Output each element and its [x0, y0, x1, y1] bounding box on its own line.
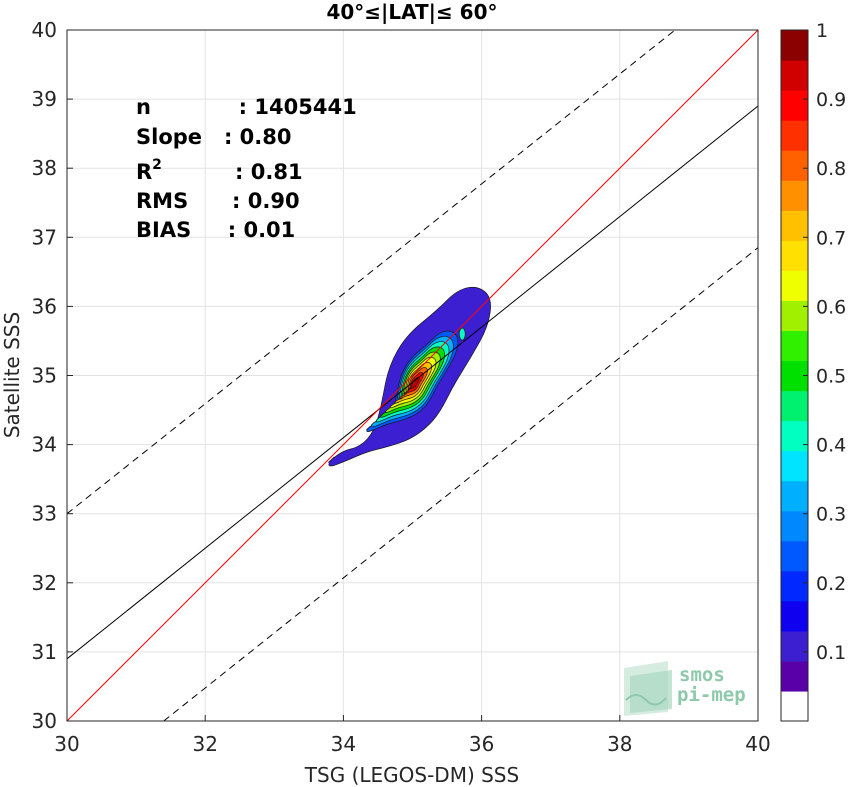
- identity-line: [66, 29, 759, 722]
- colorbar-tick-label: 0.3: [816, 504, 846, 526]
- colorbar-segment: [781, 240, 808, 271]
- colorbar-tick-label: 0.1: [816, 642, 846, 664]
- x-tick-label: 38: [607, 732, 632, 756]
- colorbar-segment: [781, 210, 808, 241]
- colorbar-tick-label: 0.9: [816, 89, 846, 111]
- colorbar-tick-label: 0.2: [816, 573, 846, 595]
- chart-title: 40°≤|LAT|≤ 60°: [326, 0, 497, 24]
- colorbar-segment: [781, 270, 808, 301]
- colorbar-segment: [781, 690, 808, 722]
- colorbar-segment: [781, 420, 808, 452]
- colorbar-segment: [781, 60, 808, 91]
- y-axis-label: Satellite SSS: [0, 312, 24, 438]
- x-tick-label: 34: [331, 732, 356, 756]
- stat-rms: RMS : 0.90: [136, 189, 300, 213]
- y-tick-label: 34: [32, 433, 57, 457]
- colorbar-tick-label: 0.5: [816, 366, 846, 388]
- y-tick-label: 31: [32, 640, 57, 664]
- y-tick-label: 32: [32, 571, 57, 595]
- logo-line2: pi-mep: [677, 684, 746, 706]
- colorbar-segment: [781, 180, 808, 211]
- y-tick-label: 33: [32, 502, 57, 526]
- colorbar-segment: [781, 630, 808, 662]
- colorbar-tick-label: 1: [816, 20, 828, 42]
- stat-r2-sup: 2: [152, 157, 162, 173]
- colorbar-tick-label: 0.6: [816, 296, 846, 318]
- y-axis-ticks: 30 31 32 33 34 35 36 37 38 39 40: [32, 18, 73, 733]
- y-tick-label: 30: [32, 709, 57, 733]
- upper-bound-line: [66, 29, 676, 515]
- lower-bound-line: [163, 247, 759, 722]
- contour-secondary-peak: [458, 327, 466, 341]
- x-tick-label: 30: [54, 732, 79, 756]
- density-contours: [327, 286, 491, 467]
- colorbar-segment: [781, 480, 808, 512]
- colorbar-segment: [781, 120, 808, 151]
- stat-r2: R2 : 0.81: [136, 157, 303, 184]
- y-tick-label: 39: [32, 87, 57, 111]
- contour-level-11: [407, 377, 420, 390]
- stats-box: n : 1405441 Slope : 0.80 R2 : 0.81 RMS :…: [136, 95, 357, 242]
- colorbar-tick-label: 0.7: [816, 227, 846, 249]
- smos-pi-mep-logo: smos pi-mep: [624, 661, 746, 716]
- y-tick-label: 35: [32, 364, 57, 388]
- regression-line: [66, 105, 759, 660]
- colorbar-segment: [781, 660, 808, 692]
- x-tick-label: 40: [745, 732, 770, 756]
- colorbar-segment: [781, 450, 808, 482]
- y-tick-label: 36: [32, 294, 57, 318]
- colorbar-segment: [781, 330, 808, 362]
- y-tick-label: 40: [32, 18, 57, 42]
- stat-bias: BIAS : 0.01: [136, 218, 295, 242]
- y-tick-label: 37: [32, 225, 57, 249]
- x-tick-label: 32: [192, 732, 217, 756]
- colorbar-segment: [781, 300, 808, 332]
- colorbar-segment: [781, 30, 808, 61]
- colorbar-segment: [781, 540, 808, 572]
- x-tick-label: 36: [469, 732, 494, 756]
- stat-slope: Slope : 0.80: [136, 125, 291, 149]
- x-axis-label: TSG (LEGOS-DM) SSS: [304, 763, 519, 787]
- colorbar-segment: [781, 570, 808, 602]
- colorbar-segment: [781, 510, 808, 542]
- logo-line1: smos: [679, 664, 725, 686]
- reference-lines: [66, 29, 759, 722]
- y-tick-label: 38: [32, 156, 57, 180]
- colorbar-segment: [781, 90, 808, 121]
- colorbar-segment: [781, 150, 808, 181]
- stat-n: n : 1405441: [136, 95, 357, 119]
- colorbar-segment: [781, 390, 808, 422]
- x-axis-ticks: 30 32 34 36 38 40: [54, 715, 771, 756]
- stat-r2-base: R: [136, 160, 152, 184]
- colorbar-segment: [781, 600, 808, 632]
- colorbar-ticks: 0.1 0.2 0.3 0.4 0.5 0.6 0.7 0.8 0.9 1: [803, 20, 846, 664]
- stat-r2-value: : 0.81: [162, 160, 303, 184]
- colorbar-tick-label: 0.8: [816, 158, 846, 180]
- colorbar-tick-label: 0.4: [816, 435, 846, 457]
